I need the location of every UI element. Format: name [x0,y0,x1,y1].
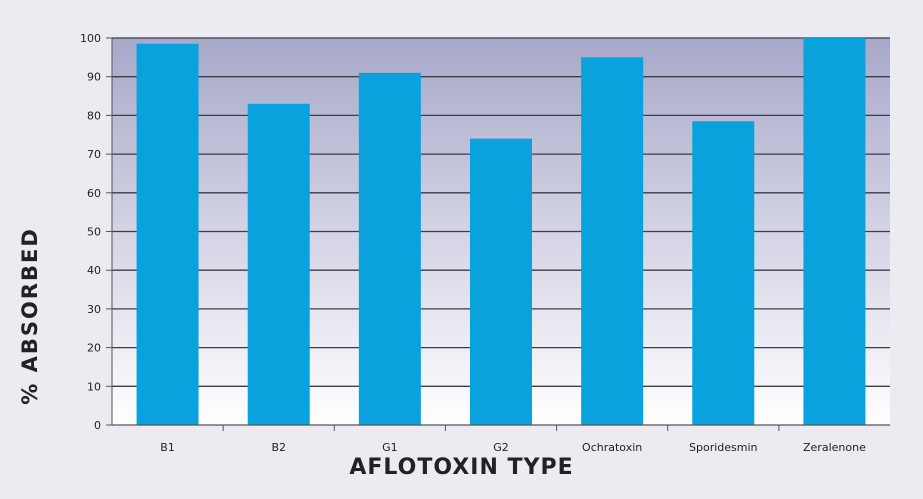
x-tick-labels: B1 B2 G1 G2 Ochratoxin Sporidesmin Zeralenone [160,441,866,454]
x-axis-title: AFLOTOXIN TYPE [349,455,574,480]
x-tick-label: Zeralenone [803,441,866,454]
axes [111,38,890,426]
y-tick-label: 100 [80,32,101,45]
y-axis-title: % ABSORBED [18,227,42,405]
y-tick-label: 30 [87,303,101,316]
y-tick-label: 70 [87,148,101,161]
x-tick-label: B1 [160,441,175,454]
y-tick-label: 60 [87,187,101,200]
x-tick-label: Ochratoxin [582,441,642,454]
y-tick-label: 50 [87,226,101,239]
y-tick-label: 40 [87,264,101,277]
bar [470,138,532,425]
bars [136,38,866,431]
bar [136,43,199,426]
y-tick-label: 0 [94,419,101,432]
x-tick-label: B2 [271,441,286,454]
y-tick-label: 20 [87,342,101,355]
bar [358,72,421,425]
y-tick-label: 90 [87,71,101,84]
x-tick-label: G1 [382,441,398,454]
y-tick-labels: 0 10 20 30 40 50 60 70 80 90 100 [80,32,101,432]
x-tick-label: G2 [493,441,509,454]
y-tick-label: 80 [87,109,101,122]
bar [247,103,310,425]
bar [581,57,644,425]
bar [692,121,755,425]
y-axis-title-wrap: % ABSORBED [8,0,52,499]
bar [803,38,866,425]
x-tick-label: Sporidesmin [689,441,758,454]
y-tick-label: 10 [87,380,101,393]
